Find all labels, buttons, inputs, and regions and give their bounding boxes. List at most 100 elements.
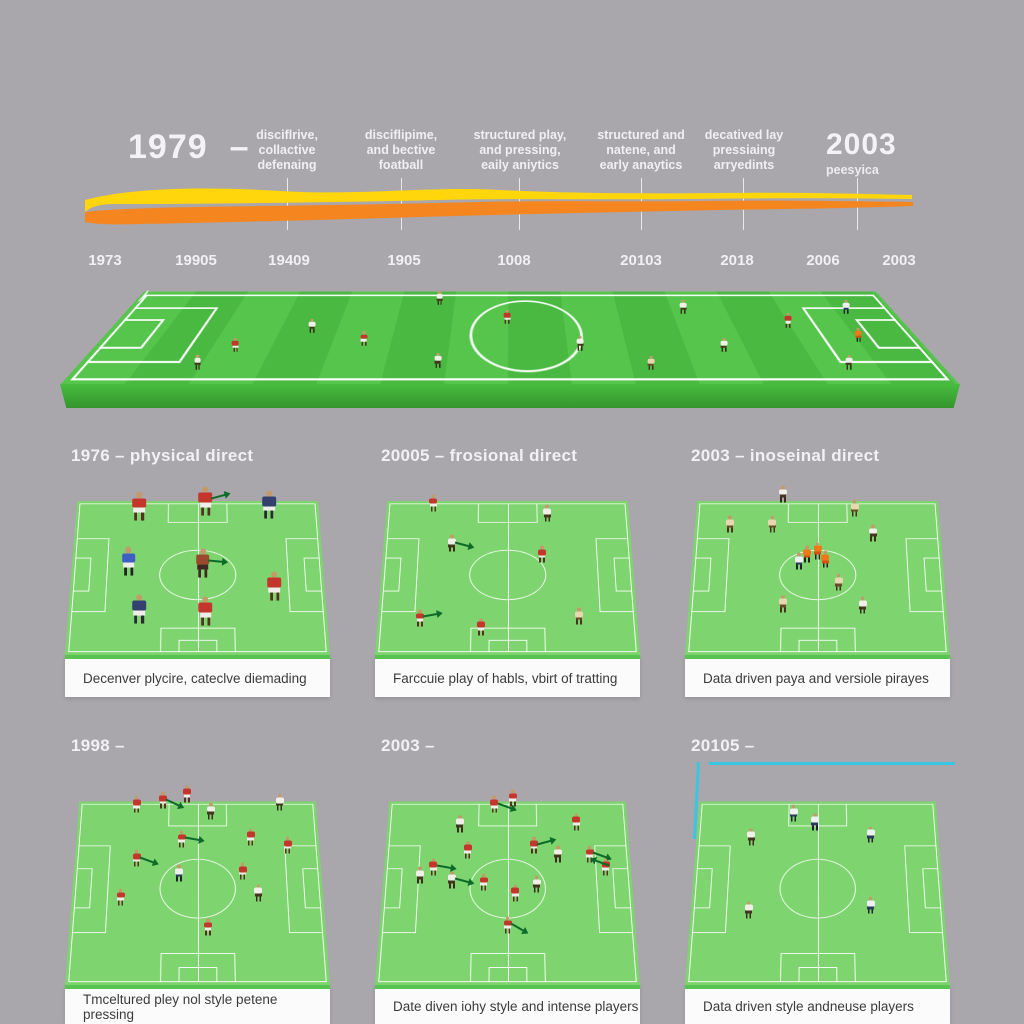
player-jersey: [159, 795, 168, 802]
player-legs: [437, 300, 442, 305]
player-head: [749, 828, 754, 832]
player-shorts: [779, 604, 787, 608]
player-head: [248, 828, 253, 832]
card-caption: Decenver plycire, cateclve diemading: [65, 655, 330, 697]
player-shorts: [855, 335, 862, 338]
card-caption: Data driven style andneuse players: [685, 985, 950, 1024]
player-head: [479, 618, 483, 622]
player-legs: [510, 801, 516, 807]
player-shorts: [416, 876, 424, 880]
player-figure-white: [447, 871, 470, 889]
timeline-label: decatived lay pressiaing arryedints: [679, 128, 809, 172]
player-jersey: [232, 340, 239, 346]
player-shorts: [284, 846, 291, 849]
player-figure-blue: [121, 546, 136, 576]
player-figure-red: [479, 873, 488, 891]
player-legs: [835, 586, 842, 591]
player-shorts: [133, 859, 140, 862]
player-shorts: [785, 321, 791, 324]
player-shorts: [822, 560, 829, 564]
player-jersey: [647, 359, 655, 364]
player-shorts: [577, 343, 584, 347]
player-head: [206, 918, 210, 923]
player-shorts: [602, 867, 609, 871]
timeline-year: 2018: [720, 252, 754, 269]
player-head: [534, 875, 539, 880]
timeline-year: 20103: [620, 252, 662, 269]
player-legs: [814, 554, 821, 560]
timeline-label-line: and pressing,: [479, 142, 561, 157]
player-shorts: [178, 839, 185, 843]
player-jersey: [194, 358, 201, 363]
player-shorts: [480, 882, 487, 886]
player-jersey: [845, 358, 853, 363]
player-legs: [195, 365, 200, 370]
player-shorts: [538, 555, 546, 558]
movement-arrow-icon: [208, 559, 224, 563]
end-year-text: 2003: [826, 128, 897, 161]
player-legs: [748, 840, 754, 846]
player-shorts: [183, 794, 191, 798]
player-head: [208, 802, 213, 807]
player-shorts: [361, 339, 367, 342]
player-legs: [785, 323, 791, 328]
player-shorts: [197, 564, 209, 570]
player-figure-red: [232, 337, 239, 353]
movement-arrow-icon: [436, 864, 452, 870]
end-year-subtext: peesyica: [826, 163, 879, 177]
player-jersey: [858, 600, 867, 607]
player-figure-white: [576, 335, 584, 351]
player-figure-red: [267, 571, 282, 601]
movement-arrow-icon: [423, 613, 439, 618]
player-legs: [578, 346, 583, 351]
timeline-year: 2003: [882, 252, 916, 269]
player-legs: [870, 536, 876, 542]
player-jersey: [779, 489, 788, 495]
card-title: 20005 – frosional direct: [381, 446, 578, 465]
player-jersey: [575, 611, 584, 618]
movement-arrow-icon: [454, 541, 470, 548]
player-head: [505, 309, 509, 313]
start-year-text: 1979: [128, 128, 208, 166]
player-legs: [200, 617, 211, 626]
player-head: [603, 858, 608, 862]
player-shorts: [232, 345, 239, 349]
player-figure-orange: [813, 542, 822, 560]
player-figure-red: [360, 331, 368, 346]
player-figure-red: [416, 609, 439, 627]
player-shorts: [573, 822, 580, 826]
player-head: [196, 354, 200, 359]
timeline-year: 19905: [175, 252, 217, 269]
player-head: [265, 490, 273, 497]
player-jersey: [196, 554, 210, 565]
player-legs: [846, 365, 852, 370]
player-figure-white: [720, 337, 728, 353]
player-jersey: [132, 498, 146, 509]
player-head: [125, 546, 132, 554]
player-legs: [430, 870, 437, 876]
timeline-label-line: pressiaing: [712, 142, 776, 157]
player-legs: [205, 930, 211, 936]
player-figure-white: [308, 318, 316, 334]
player-shorts: [726, 525, 734, 528]
player-figure-white: [543, 504, 552, 522]
timeline-start-year: 1979–: [128, 128, 250, 167]
movement-arrow-icon: [165, 798, 181, 807]
player-head: [136, 594, 143, 601]
player-legs: [851, 511, 858, 517]
player-legs: [531, 848, 537, 854]
player-jersey: [834, 577, 843, 584]
player-jersey: [463, 844, 472, 851]
player-figure-red: [429, 494, 438, 512]
player-jersey: [132, 600, 146, 611]
player-head: [492, 795, 497, 800]
timeline-label-line: defenaing: [257, 157, 317, 172]
card-title: 1976 – physical direct: [71, 446, 254, 465]
player-figure-white: [747, 828, 756, 846]
timeline-label: structured and natene, and early anaytics: [576, 128, 706, 172]
mini-pitch: [65, 770, 330, 985]
player-shorts: [309, 326, 315, 330]
player-head: [852, 499, 857, 504]
player-head: [511, 789, 515, 794]
player-shorts: [133, 610, 145, 616]
